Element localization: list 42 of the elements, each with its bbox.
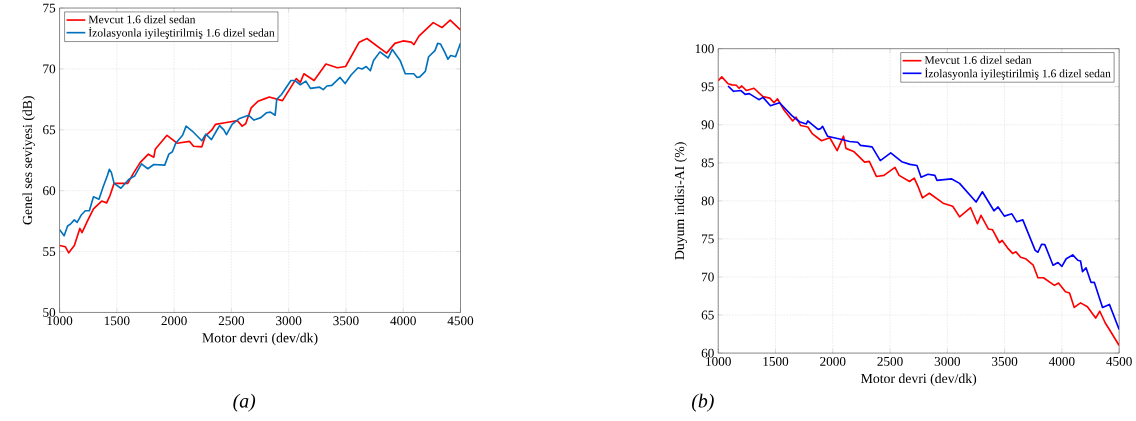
x-tick-label: 3000 xyxy=(276,316,302,326)
x-tick-label: 3000 xyxy=(934,357,961,366)
text: (a) xyxy=(233,393,256,412)
x-tick-label: 3500 xyxy=(992,357,1018,366)
x-tick-label: 3500 xyxy=(333,316,359,326)
x-tick-label: 1500 xyxy=(763,357,789,366)
y-tick-label: 85 xyxy=(701,158,714,168)
legend-label: Mevcut 1.6 dizel sedan xyxy=(88,15,196,24)
line-series xyxy=(59,42,461,237)
x-tick-label: 2000 xyxy=(161,316,187,326)
x-tick-label: 2500 xyxy=(877,357,903,366)
legend-label: Mevcut 1.6 dizel sedan xyxy=(924,55,1032,65)
x-tick-label: 1500 xyxy=(104,316,130,326)
y-tick-label: 60 xyxy=(701,348,714,358)
x-tick-label: 4500 xyxy=(447,316,474,326)
x-tick-label: 2000 xyxy=(820,357,846,366)
y-tick-label: 55 xyxy=(43,247,56,257)
x-tick-label: 1000 xyxy=(47,316,73,326)
y-tick-label: 90 xyxy=(701,120,714,130)
y-tick-label: 50 xyxy=(43,308,56,317)
x-tick-label: 2500 xyxy=(218,316,245,326)
y-tick-label: 80 xyxy=(701,196,714,206)
x-tick-label: 1000 xyxy=(706,357,731,366)
y-tick-label: 75 xyxy=(43,3,56,13)
y-tick-label: 70 xyxy=(702,272,714,282)
text: (b) xyxy=(692,393,714,412)
legend-label: İzolasyonla iyileştirilmiş 1.6 dizel sedan xyxy=(88,27,275,40)
y-tick-label: 75 xyxy=(702,234,714,244)
x-axis-title: Motor devri (dev/dk) xyxy=(861,373,977,386)
y-axis-title: Duyum indisi-AI (%) xyxy=(674,142,687,260)
x-axis-title: Motor devri (dev/dk) xyxy=(202,332,318,346)
x-tick-label: 4500 xyxy=(1106,357,1132,366)
legend-label: İzolasyonla iyileştirilmiş 1.6 dizel sedan xyxy=(924,67,1111,80)
y-tick-label: 65 xyxy=(43,125,56,135)
y-tick-label: 100 xyxy=(695,44,714,54)
y-axis-title: Genel ses seviyesi (dB) xyxy=(22,96,35,225)
x-tick-label: 4000 xyxy=(390,316,416,326)
y-tick-label: 70 xyxy=(43,64,56,74)
y-tick-label: 65 xyxy=(701,310,714,320)
y-tick-label: 95 xyxy=(701,82,714,92)
y-tick-label: 60 xyxy=(43,186,56,196)
x-tick-label: 4000 xyxy=(1048,357,1075,366)
